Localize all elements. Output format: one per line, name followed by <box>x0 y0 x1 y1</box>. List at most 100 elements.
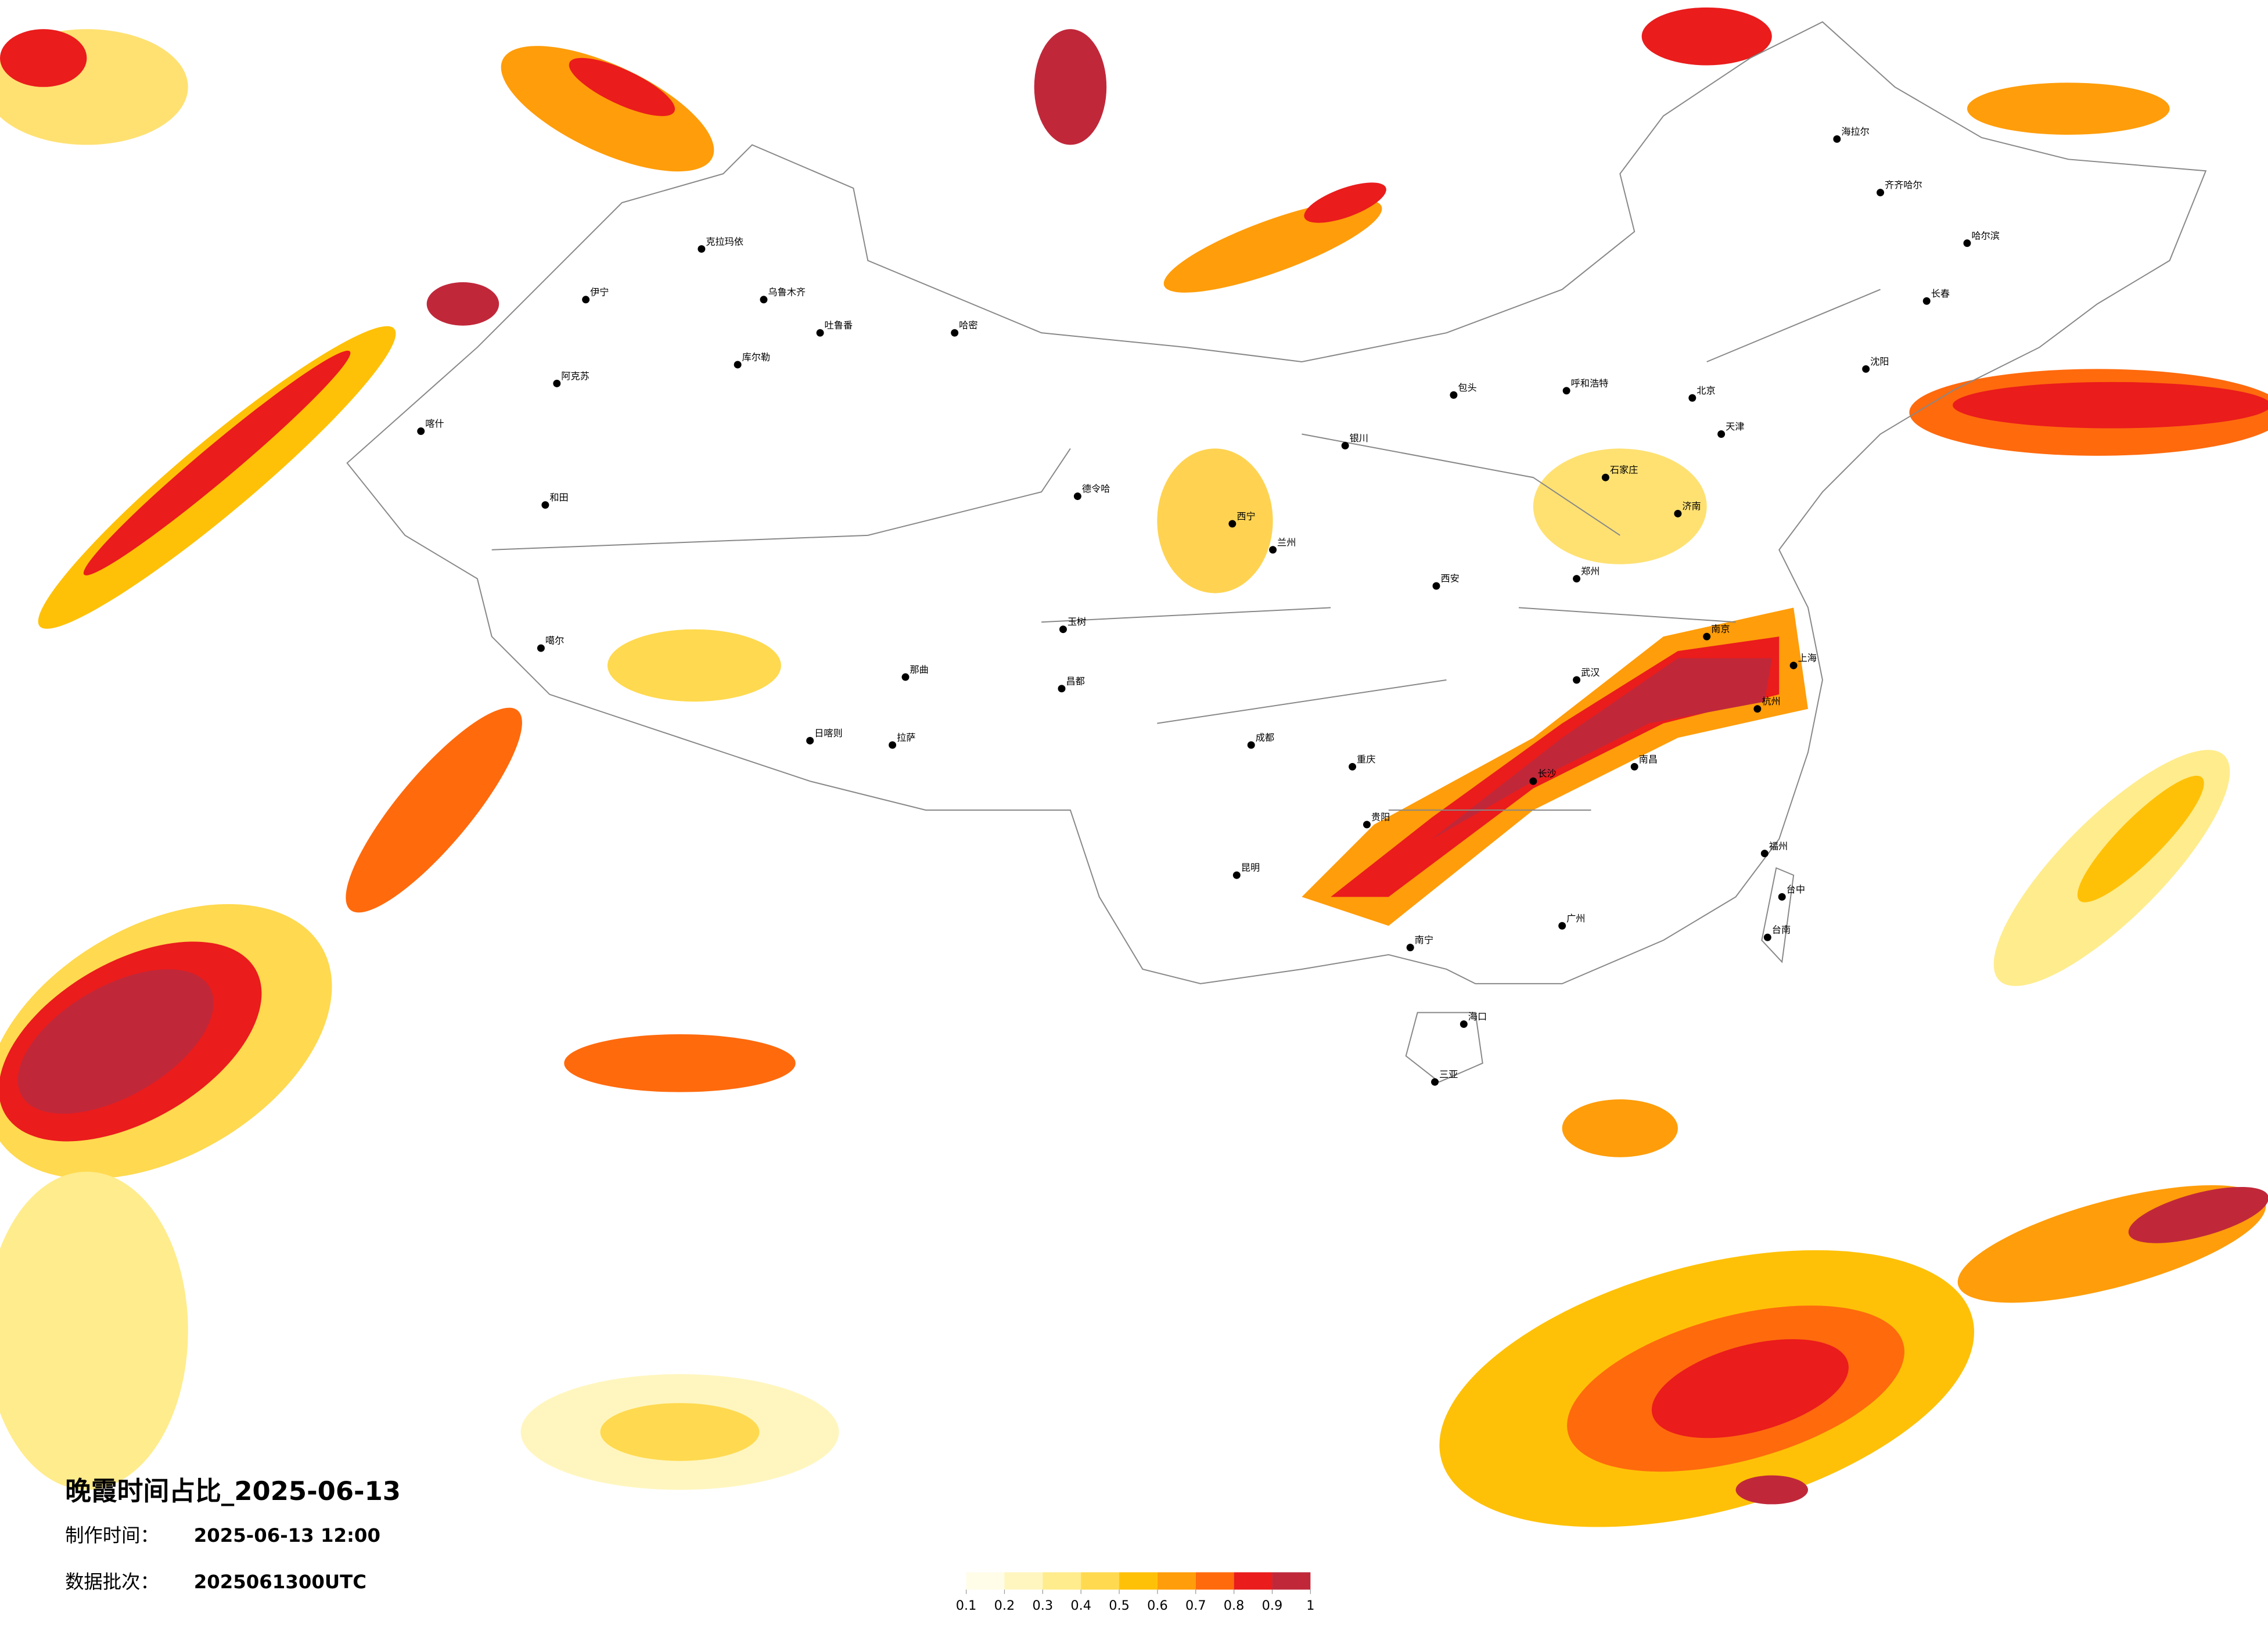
city-label: 南京 <box>1711 624 1730 635</box>
city-dot <box>1753 705 1762 713</box>
legend-swatch <box>1081 1572 1120 1590</box>
heat-blob <box>1967 82 2170 135</box>
city-dot <box>1562 387 1570 395</box>
city-dot <box>1529 777 1537 785</box>
city-dot <box>734 361 742 369</box>
city-label: 上海 <box>1798 653 1817 664</box>
city-label: 郑州 <box>1581 566 1600 577</box>
city-label: 福州 <box>1769 840 1788 851</box>
city-label: 武汉 <box>1581 667 1600 678</box>
heat-blob <box>600 1403 760 1461</box>
city-dot <box>1717 430 1726 438</box>
city-label: 南昌 <box>1639 754 1658 765</box>
made-time-label: 制作时间： <box>65 1524 159 1546</box>
city-dot <box>760 296 768 304</box>
city-dot <box>1059 625 1067 634</box>
city-dot <box>582 296 590 304</box>
city-dot <box>1450 391 1458 399</box>
heat-blob <box>1157 448 1273 593</box>
heat-blob <box>1533 448 1707 564</box>
city-dot <box>1763 933 1771 941</box>
city-label: 南宁 <box>1415 934 1433 945</box>
city-dot <box>1341 441 1349 449</box>
heat-blob <box>607 629 781 702</box>
heat-blob <box>564 1034 796 1092</box>
heat-blob <box>17 969 214 1114</box>
legend-tick-label: 0.3 <box>1033 1598 1054 1613</box>
city-dot <box>1789 661 1798 670</box>
city-dot <box>1269 546 1277 554</box>
city-label: 重庆 <box>1357 754 1375 765</box>
city-label: 三亚 <box>1439 1069 1458 1080</box>
city-dot <box>1688 394 1696 402</box>
heat-blob <box>1641 7 1772 66</box>
heat-blob <box>2077 775 2204 902</box>
city-dot <box>1460 1020 1468 1028</box>
made-time-value: 2025-06-13 12:00 <box>194 1524 380 1546</box>
city-dot <box>1073 492 1081 501</box>
city-label: 那曲 <box>910 664 928 675</box>
legend-tick-label: 0.6 <box>1147 1598 1168 1613</box>
city-dot <box>1349 762 1357 771</box>
city-dot <box>1558 922 1566 930</box>
country-outline <box>346 21 2207 984</box>
city-label: 和田 <box>549 492 568 503</box>
city-dot <box>1760 850 1769 858</box>
city-label: 拉萨 <box>897 732 915 743</box>
city-label: 日喀则 <box>814 728 843 739</box>
city-dot <box>537 644 545 652</box>
heat-blob <box>1651 1339 1849 1438</box>
borders <box>346 21 2207 1083</box>
city-label: 石家庄 <box>1610 465 1638 476</box>
city-label: 玉树 <box>1067 616 1086 627</box>
legend-tick-label: 0.8 <box>1224 1598 1245 1613</box>
city-dot <box>1877 189 1885 197</box>
city-dot <box>1833 135 1841 143</box>
city-label: 天津 <box>1726 421 1744 432</box>
legend-tick-label: 0.1 <box>956 1598 977 1613</box>
city-dot <box>889 741 897 749</box>
legend-swatch <box>1234 1572 1273 1590</box>
legend-tick-label: 0.4 <box>1070 1598 1091 1613</box>
legend-tick-label: 0.2 <box>994 1598 1015 1613</box>
heat-blob <box>569 57 675 116</box>
heat-field <box>0 7 2268 1527</box>
city-dot <box>951 329 959 337</box>
heat-blob <box>1432 658 1772 839</box>
batch-label: 数据批次： <box>65 1571 159 1593</box>
city-label: 西宁 <box>1237 510 1255 521</box>
city-dot <box>1431 1078 1439 1086</box>
city-label: 长春 <box>1931 288 1950 299</box>
legend-tick-label: 0.5 <box>1109 1598 1130 1613</box>
city-dot <box>1406 944 1414 952</box>
city-dot <box>1573 575 1581 583</box>
city-label: 昆明 <box>1241 862 1260 873</box>
city-dot <box>1601 473 1609 481</box>
heat-blob <box>1735 1475 1809 1505</box>
city-dot <box>1862 365 1870 373</box>
heat-blob <box>1163 199 1382 293</box>
city-label: 包头 <box>1458 382 1476 393</box>
heat-blob <box>501 46 714 172</box>
city-label: 齐齐哈尔 <box>1885 179 1922 190</box>
city-dot <box>1363 821 1371 829</box>
legend-swatch <box>1157 1572 1196 1590</box>
city-dot <box>1228 520 1237 528</box>
province-border <box>491 289 1881 811</box>
city-label: 西安 <box>1440 573 1459 584</box>
city-label: 乌鲁木齐 <box>768 286 806 297</box>
legend-swatch <box>1272 1572 1311 1590</box>
city-label: 济南 <box>1682 501 1701 512</box>
city-label: 海口 <box>1468 1011 1487 1022</box>
city-label: 杭州 <box>1762 696 1780 707</box>
map-title: 晚霞时间占比_2025-06-13 <box>65 1476 401 1506</box>
legend: 0.1 0.2 0.3 0.4 0.5 0.6 0.7 0.8 0.9 1 <box>956 1572 1314 1613</box>
city-label: 噶尔 <box>545 635 564 646</box>
city-dot <box>698 245 706 253</box>
city-dot <box>553 379 561 387</box>
city-label: 昌都 <box>1066 675 1084 686</box>
city-label: 长沙 <box>1537 768 1556 779</box>
